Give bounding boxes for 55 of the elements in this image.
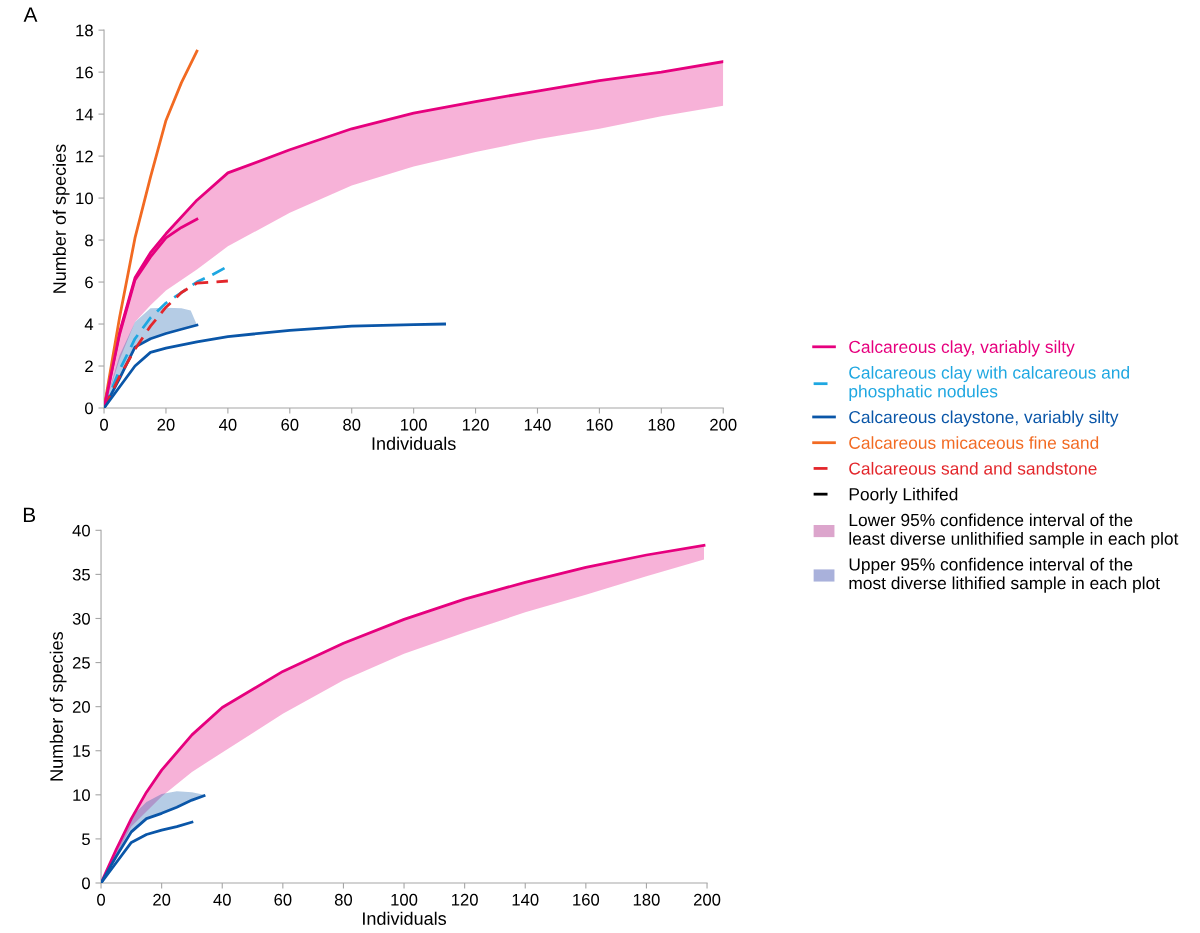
y-tick-label: 35 [72, 568, 90, 581]
legend-label: Calcareous clay with calcareous and phosphatic nodules [849, 366, 1130, 401]
x-tick-label: 180 [633, 893, 660, 906]
x-tick-label: 80 [343, 418, 361, 431]
x-tick-label: 140 [512, 893, 539, 906]
x-tick-label: 200 [693, 893, 721, 906]
y-tick-label: 20 [72, 701, 90, 713]
x-tick-label: 180 [648, 418, 675, 431]
x-tick-label: 100 [401, 418, 427, 431]
x-tick-label: 120 [452, 893, 478, 906]
x-tick-label: 200 [710, 418, 737, 431]
legend-label: Poorly Lithifed [849, 487, 958, 504]
y-tick-label: 0 [85, 402, 93, 415]
x-tick-label: 0 [100, 418, 109, 431]
x-tick-label: 100 [391, 893, 418, 906]
y-tick-label: 40 [72, 524, 90, 537]
x-tick-label: 20 [153, 893, 171, 906]
y-tick-label: 16 [76, 66, 93, 79]
x-axis-title: Individuals [363, 911, 447, 925]
x-tick-label: 60 [274, 893, 292, 906]
y-tick-label: 5 [82, 833, 90, 846]
y-tick-label: 2 [85, 360, 93, 373]
x-tick-label: 160 [586, 418, 613, 431]
legend-label: Lower 95% confidence interval of the least diverse unlithified sample in each plot [849, 513, 1179, 549]
legend-label: Calcareous sand and sandstone [849, 461, 1097, 475]
x-tick-label: 60 [281, 418, 299, 431]
y-tick-label: 10 [73, 789, 90, 802]
y-tick-label: 30 [72, 612, 90, 625]
y-tick-label: 15 [73, 745, 90, 757]
x-tick-label: 140 [524, 418, 551, 431]
x-tick-label: 0 [97, 893, 106, 906]
x-tick-label: 80 [334, 893, 353, 906]
y-axis-title: Number of species [52, 144, 70, 293]
y-tick-label: 12 [76, 150, 93, 163]
y-tick-label: 10 [76, 192, 93, 205]
legend-label: Calcareous claystone, variably silty [849, 410, 1119, 427]
y-tick-label: 6 [85, 276, 93, 289]
chart-title: A [23, 7, 38, 22]
x-tick-label: 40 [213, 893, 231, 906]
x-axis-title: Individuals [372, 436, 456, 450]
legend-label: Calcareous clay, variably silty [849, 340, 1075, 357]
y-tick-label: 4 [84, 318, 94, 331]
x-tick-label: 160 [573, 893, 600, 906]
x-tick-label: 40 [218, 418, 237, 431]
y-tick-label: 25 [72, 656, 90, 669]
y-axis-title: Number of species [49, 632, 67, 781]
x-tick-label: 20 [157, 418, 175, 431]
y-tick-label: 18 [76, 24, 93, 37]
x-tick-label: 120 [462, 418, 489, 431]
y-tick-label: 8 [85, 234, 93, 247]
legend-label: Calcareous micaceous fine sand [849, 436, 1099, 449]
y-tick-label: 0 [82, 877, 90, 890]
y-tick-label: 14 [76, 108, 94, 121]
legend-label: Upper 95% confidence interval of the most diverse lithified sample in each plot [849, 557, 1160, 593]
chart-title: B [23, 507, 36, 522]
